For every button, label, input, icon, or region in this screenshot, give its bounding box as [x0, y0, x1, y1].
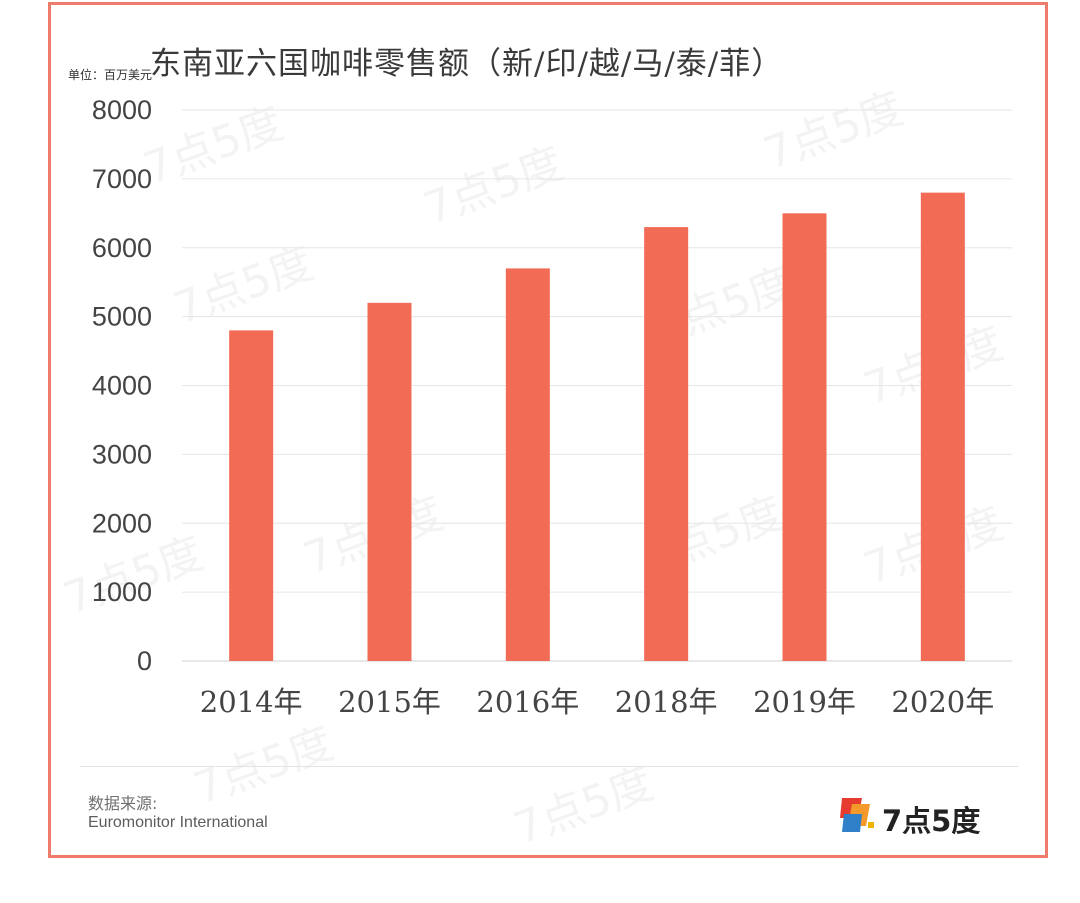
brand-logo: 7点5度: [838, 796, 1008, 840]
logo-text: 7点5度: [882, 804, 981, 838]
y-tick-label: 6000: [92, 233, 152, 263]
source-label: 数据来源:: [88, 794, 158, 813]
bar: [505, 268, 550, 661]
y-tick-label: 3000: [92, 439, 152, 469]
x-tick-label: 2019年: [753, 685, 856, 719]
bar: [782, 213, 827, 661]
y-tick-label: 5000: [92, 302, 152, 332]
x-tick-label: 2020年: [891, 685, 994, 719]
y-tick-label: 1000: [92, 577, 152, 607]
x-tick-label: 2014年: [200, 685, 303, 719]
bar: [229, 330, 274, 661]
source-value: Euromonitor International: [88, 814, 268, 831]
y-tick-label: 7000: [92, 164, 152, 194]
x-tick-label: 2018年: [615, 685, 718, 719]
x-tick-label: 2015年: [338, 685, 441, 719]
unit-label: 单位：百万美元: [68, 68, 153, 82]
y-tick-label: 2000: [92, 508, 152, 538]
y-tick-label: 8000: [92, 95, 152, 125]
bar: [367, 302, 412, 661]
chart-title: 东南亚六国咖啡零售额（新/印/越/马/泰/菲）: [150, 46, 784, 82]
bar: [644, 227, 689, 661]
logo-mark-icon: [840, 798, 874, 832]
y-tick-label: 0: [137, 646, 152, 676]
y-tick-label: 4000: [92, 371, 152, 401]
bar: [920, 192, 965, 661]
x-tick-label: 2016年: [476, 685, 579, 719]
bar-chart: 0 1000 2000 3000 4000 5000 6000 7000 8000 2014年 20…: [92, 95, 1012, 719]
footer-divider: [80, 766, 1018, 767]
